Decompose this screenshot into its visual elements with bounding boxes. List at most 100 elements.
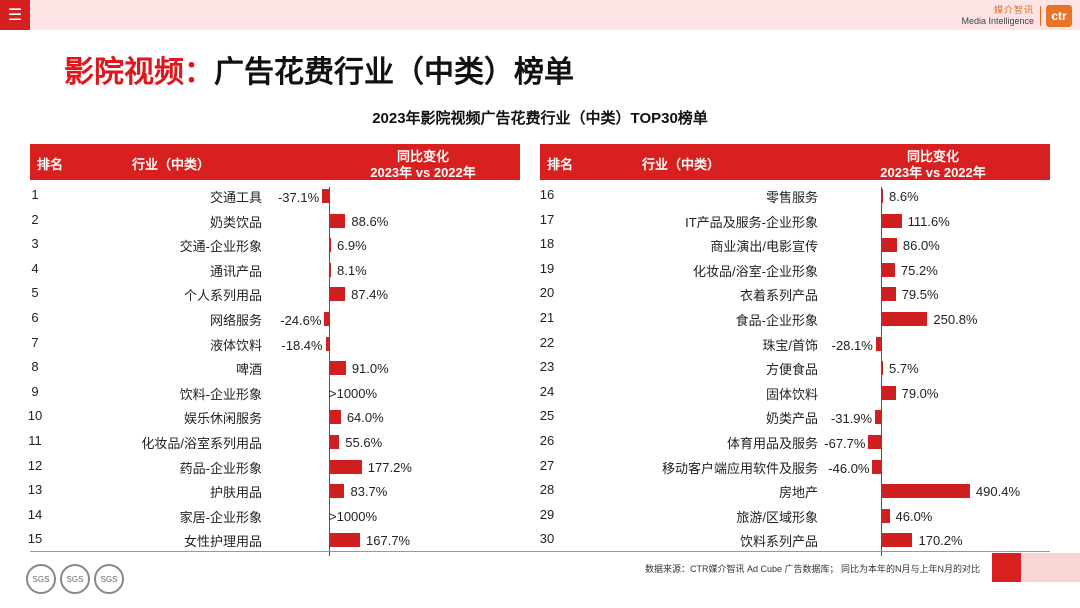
- header-change-line1-right: 同比变化: [906, 149, 959, 164]
- header-change-line1: 同比变化: [396, 149, 449, 164]
- rank-number: 10: [27, 408, 43, 424]
- industry-label: 个人系列用品: [183, 288, 262, 304]
- bar-mark: [329, 213, 346, 228]
- industry-label: 移动客户端应用软件及服务: [661, 460, 818, 476]
- value-label: 83.7%: [350, 484, 388, 500]
- logo-cn-text: 媒介智讯: [993, 5, 1034, 15]
- industry-label: 旅游/区域形象: [736, 509, 818, 525]
- value-label: 6.9%: [337, 238, 367, 254]
- rank-number: 17: [539, 211, 555, 227]
- page-title-black: 广告花费行业（中类）榜单: [214, 56, 574, 89]
- value-label: 75.2%: [900, 262, 938, 278]
- bar-mark: [324, 312, 329, 326]
- industry-label: 化妆品/浴室系列用品: [141, 436, 262, 451]
- value-label: -31.9%: [830, 411, 873, 427]
- rank-number: 4: [31, 260, 39, 276]
- page-title-red: 影院视频：: [64, 56, 214, 89]
- industry-label: 药品-企业形象: [179, 460, 262, 476]
- industry-label: 衣着系列产品: [739, 288, 818, 304]
- industry-label: 房地产: [778, 485, 818, 501]
- bar-mark: [872, 459, 881, 474]
- bottom-rule: [30, 551, 1050, 552]
- value-label: 177.2%: [367, 459, 412, 475]
- industry-label: 通讯产品: [209, 263, 262, 279]
- value-label: 91.0%: [351, 361, 389, 377]
- sgs-badge-icon: SGS: [94, 564, 124, 594]
- bar-mark: [881, 213, 902, 228]
- rank-number: 23: [539, 359, 555, 375]
- bar-mark: [329, 238, 331, 253]
- menu-icon[interactable]: ☰: [0, 0, 30, 30]
- table-header-left: 排名 行业（中类） 同比变化 2023年 vs 2022年: [30, 144, 520, 180]
- rank-number: 1: [31, 187, 39, 202]
- rank-number: 9: [31, 383, 39, 399]
- bar-mark: [868, 435, 881, 449]
- industry-label: 护肤用品: [209, 485, 262, 501]
- rank-number: 5: [31, 285, 39, 301]
- industry-label: 商业演出/电影宣传: [710, 239, 818, 255]
- value-label: -37.1%: [277, 190, 320, 205]
- ctr-logo-mark: ctr: [1046, 5, 1072, 27]
- rank-number: 2: [31, 211, 39, 227]
- header-rank: 排名: [37, 157, 64, 172]
- rank-number: 29: [539, 506, 555, 522]
- rank-number: 14: [27, 506, 43, 522]
- value-label: 490.4%: [975, 484, 1020, 500]
- value-label: 250.8%: [933, 312, 978, 327]
- industry-label: 零售服务: [765, 190, 818, 205]
- bar-mark: [881, 238, 897, 253]
- rank-number: 12: [27, 457, 43, 473]
- rank-number: 22: [539, 334, 555, 350]
- industry-label: 娱乐休闲服务: [183, 411, 262, 427]
- value-label: 86.0%: [902, 238, 940, 254]
- rank-number: 30: [539, 531, 555, 547]
- logo-en-text: Media Intelligence: [961, 16, 1034, 26]
- top-bar: ☰ 媒介智讯 Media Intelligence ctr: [0, 0, 1080, 30]
- value-label: -18.4%: [281, 337, 323, 353]
- rank-number: 3: [31, 236, 39, 252]
- rank-number: 13: [27, 482, 43, 498]
- industry-label: 食品-企业形象: [735, 313, 818, 328]
- bar-mark: [329, 459, 362, 474]
- rank-number: 21: [539, 310, 555, 325]
- industry-label: 饮料-企业形象: [179, 386, 262, 402]
- bar-mark: [329, 435, 340, 449]
- footer-pink-block: [1021, 553, 1080, 582]
- value-label: 167.7%: [366, 533, 411, 549]
- bar-mark: [875, 336, 881, 351]
- value-label: 8.1%: [337, 262, 367, 278]
- bar-mark: [875, 410, 881, 425]
- bar-mark: [329, 361, 346, 376]
- value-label: -24.6%: [280, 313, 322, 328]
- rank-number: 27: [539, 457, 555, 473]
- value-label: -28.1%: [831, 337, 873, 353]
- ctr-logo: 媒介智讯 Media Intelligence ctr: [961, 4, 1072, 28]
- value-label: 79.5%: [901, 287, 939, 303]
- value-label: 64.0%: [346, 410, 384, 426]
- value-label: 55.6%: [345, 435, 383, 450]
- industry-label: 固体饮料: [765, 386, 818, 402]
- bar-mark: [329, 533, 361, 548]
- industry-label: 化妆品/浴室-企业形象: [693, 263, 818, 279]
- bar-mark: [325, 336, 329, 351]
- bar-mark: [329, 262, 331, 277]
- industry-label: 体育用品及服务: [726, 436, 818, 451]
- value-label: -67.7%: [824, 436, 866, 451]
- rank-number: 20: [539, 285, 555, 301]
- industry-label: 啤酒: [235, 362, 262, 378]
- industry-label: 饮料系列产品: [739, 534, 818, 550]
- value-label: 111.6%: [907, 213, 950, 229]
- rank-number: 8: [31, 359, 39, 375]
- industry-label: 交通工具: [209, 190, 262, 205]
- logo-divider: [1040, 6, 1041, 26]
- value-label: 79.0%: [901, 385, 939, 401]
- rank-number: 28: [539, 482, 555, 498]
- footer: 数据来源：CTR媒介智讯 Ad Cube 广告数据库； 同比为本年的N月与上年N…: [0, 551, 1080, 581]
- bar-mark: [881, 262, 895, 277]
- value-label: 170.2%: [918, 533, 963, 549]
- industry-label: 奶类产品: [765, 411, 818, 427]
- sgs-badge-icon: SGS: [60, 564, 90, 594]
- rank-number: 25: [539, 408, 555, 424]
- header-industry-right: 行业（中类）: [642, 157, 721, 172]
- rank-number: 7: [31, 334, 39, 350]
